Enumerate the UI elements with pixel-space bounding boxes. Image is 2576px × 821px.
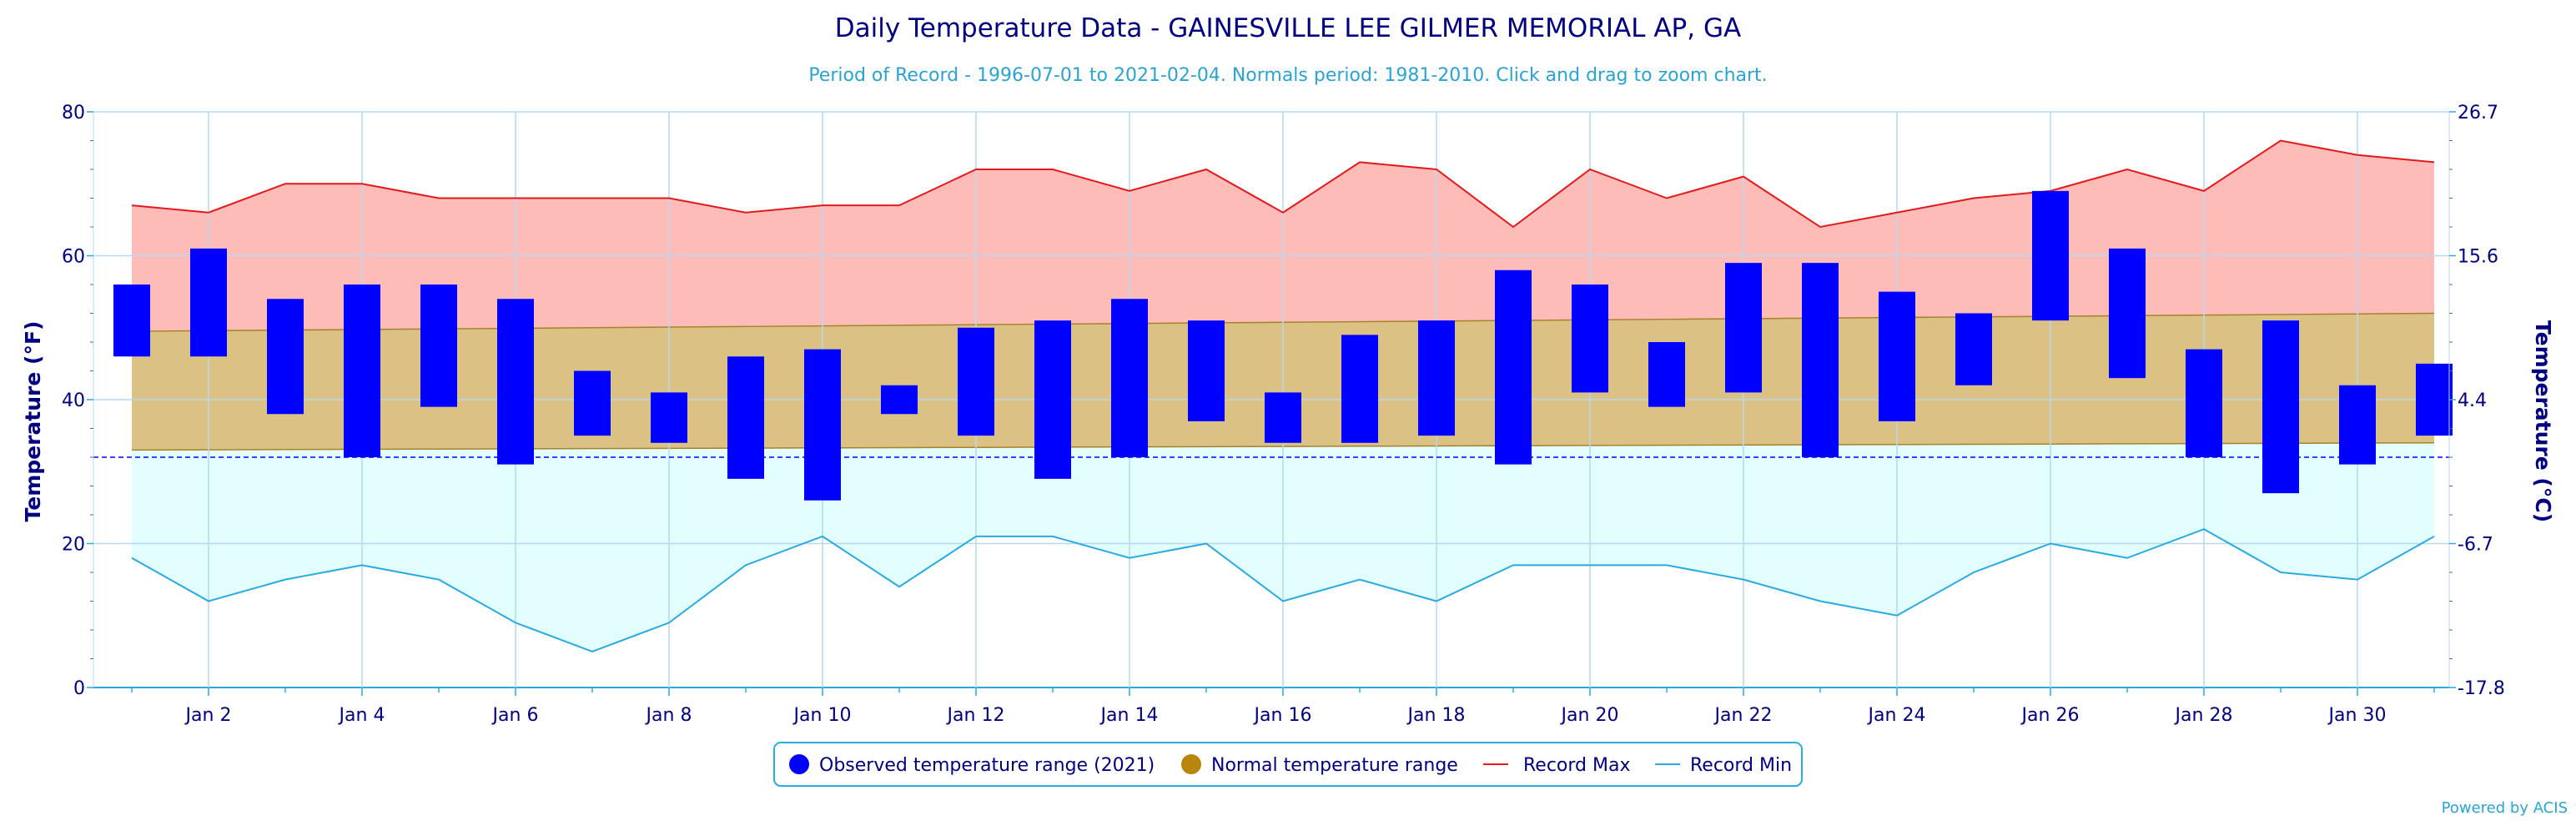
x-tick-label: Jan 10 [792,705,852,726]
x-tick-label: Jan 18 [1406,705,1466,726]
observed-bar[interactable] [1341,335,1378,443]
y-tick-right-label: 26.7 [2458,103,2498,123]
axes-layer: 0 -17.8 20 -6.7 40 4.4 60 15.6 80 26.7 Jan 2 Jan 4 J… [62,103,2505,726]
observed-bar[interactable] [2339,385,2376,465]
y-axis-right-label: Temperature (°C) [2531,320,2555,522]
observed-bar[interactable] [1495,269,1532,465]
observed-bar[interactable] [1725,263,1762,393]
x-tick-label: Jan 2 [184,705,232,726]
y-tick-right-label: 4.4 [2458,390,2487,411]
legend-normal-marker [1181,754,1201,774]
legend-observed-label: Observed temperature range (2021) [819,755,1155,776]
x-tick-label: Jan 12 [946,705,1005,726]
legend-box [773,742,1803,787]
y-tick-left-label: 40 [62,390,85,411]
y-axis-left-label: Temperature (°F) [21,321,45,522]
observed-bar[interactable] [344,285,380,457]
observed-bar[interactable] [2032,190,2069,321]
observed-bar[interactable] [420,285,457,407]
observed-bar[interactable] [190,248,227,357]
powered-by-credit[interactable]: Powered by ACIS [2442,799,2568,817]
x-tick-label: Jan 22 [1713,705,1773,726]
legend-observed-marker [789,754,809,774]
observed-bar[interactable] [267,299,304,415]
observed-bar[interactable] [651,392,687,443]
y-tick-right-label: -17.8 [2458,678,2505,699]
x-tick-label: Jan 14 [1099,705,1159,726]
legend-record-max-label: Record Max [1523,755,1631,776]
observed-bar[interactable] [2186,349,2222,457]
legend-item-record-min[interactable]: Record Min [1655,755,1792,776]
observed-bar[interactable] [1802,263,1839,457]
x-tick-label: Jan 16 [1253,705,1312,726]
x-tick-label: Jan 28 [2174,705,2233,726]
x-tick-label: Jan 24 [1867,705,1926,726]
observed-bar[interactable] [1879,291,1915,421]
observed-bar[interactable] [574,370,611,436]
chart-subtitle: Period of Record - 1996-07-01 to 2021-02… [808,65,1767,86]
record-min-line[interactable] [131,528,2435,652]
observed-bar[interactable] [1034,320,1071,479]
observed-bar[interactable] [1648,342,1685,407]
y-tick-right-label: -6.7 [2458,535,2493,556]
chart-legend[interactable]: Observed temperature range (2021) Normal… [773,742,1803,787]
observed-bar[interactable] [1955,313,1992,385]
observed-bar[interactable] [2109,248,2146,379]
observed-bar[interactable] [2416,363,2453,436]
y-tick-right-label: 15.6 [2458,247,2498,268]
y-tick-left-label: 60 [62,247,85,268]
observed-bar[interactable] [2262,320,2299,494]
observed-bar[interactable] [1111,299,1148,457]
observed-bar[interactable] [113,285,150,357]
legend-record-min-label: Record Min [1690,755,1792,776]
legend-item-record-max[interactable]: Record Max [1483,755,1631,776]
observed-bar[interactable] [497,299,534,465]
observed-bar[interactable] [1188,320,1225,421]
x-tick-label: Jan 6 [491,705,539,726]
x-tick-label: Jan 30 [2327,705,2387,726]
observed-bar[interactable] [727,356,764,479]
observed-bar[interactable] [804,349,841,501]
observed-bar[interactable] [1418,320,1455,436]
legend-normal-label: Normal temperature range [1211,755,1458,776]
y-tick-left-label: 20 [62,535,85,556]
chart-title: Daily Temperature Data - GAINESVILLE LEE… [835,13,1741,43]
y-tick-left-label: 80 [62,103,85,123]
observed-bar[interactable] [1572,285,1608,393]
observed-bar[interactable] [881,385,918,415]
legend-item-observed[interactable]: Observed temperature range (2021) [789,754,1155,776]
observed-bar[interactable] [1265,392,1301,443]
legend-item-normal[interactable]: Normal temperature range [1181,754,1458,776]
x-tick-label: Jan 8 [645,705,692,726]
x-tick-label: Jan 4 [338,705,385,726]
observed-bars-layer [113,190,2453,501]
x-tick-label: Jan 20 [1560,705,1619,726]
y-tick-left-label: 0 [73,678,85,699]
x-tick-label: Jan 26 [2020,705,2080,726]
observed-bar[interactable] [958,327,994,436]
